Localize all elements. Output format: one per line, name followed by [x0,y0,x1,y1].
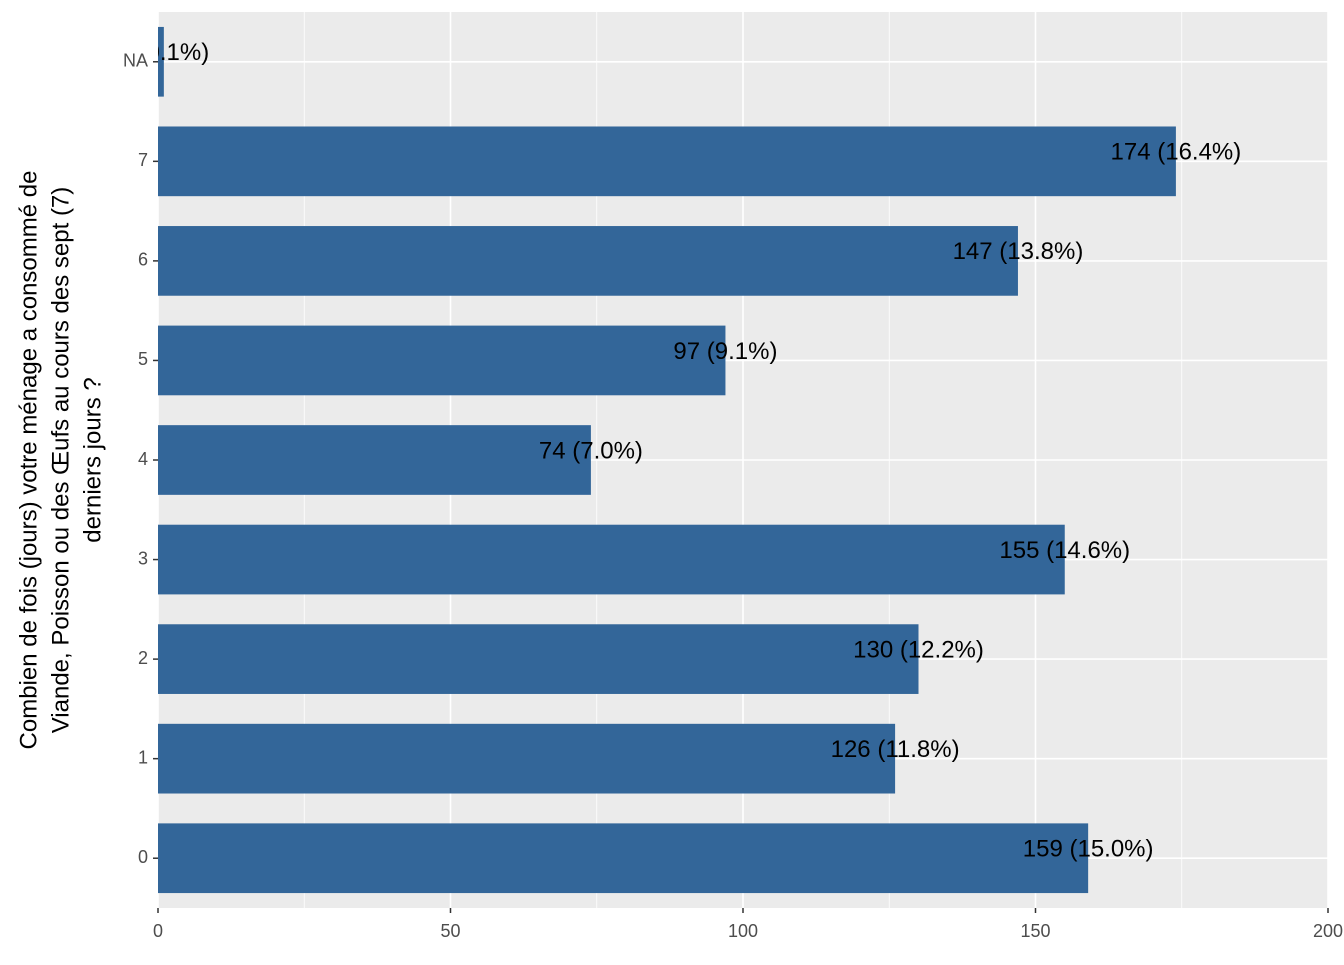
x-tick-label: 150 [1020,921,1050,941]
value-label: 159 (15.0%) [1023,836,1154,863]
bar [158,325,726,396]
y-tick-label: 5 [138,349,148,369]
value-label: 126 (11.8%) [831,736,960,763]
value-label: 74 (7.0%) [539,437,643,464]
y-tick-label: 3 [138,548,148,568]
bar [158,226,1018,296]
y-axis-title: derniers jours ? [79,377,106,542]
bar [158,26,164,97]
y-tick-label: 1 [138,747,148,767]
y-axis-title: Combien de fois (jours) votre ménage a c… [15,171,42,750]
bar [158,624,919,694]
y-tick-label: 0 [138,847,148,867]
y-axis-title: Viande, Poisson ou des Œufs au cours des… [47,187,74,734]
bar [158,524,1065,595]
y-tick-label: 6 [138,250,148,270]
y-tick-label: 7 [138,150,148,170]
bar [158,823,1089,894]
value-label: 155 (14.6%) [999,537,1130,564]
x-tick-label: 50 [440,921,460,941]
y-tick-label: 4 [138,449,148,469]
x-tick-label: 100 [728,921,758,941]
value-label: 97 (9.1%) [673,338,777,365]
x-tick-label: 200 [1313,921,1343,941]
bar [158,126,1176,197]
bar [158,723,896,794]
value-label: 147 (13.8%) [953,238,1084,265]
y-tick-label: NA [123,51,148,71]
value-label: 174 (16.4%) [1111,139,1242,166]
x-tick-label: 0 [153,921,163,941]
value-label: 1 (0.1%) [118,39,209,66]
bar [158,425,591,495]
value-label: 130 (12.2%) [853,636,984,663]
y-tick-label: 2 [138,648,148,668]
